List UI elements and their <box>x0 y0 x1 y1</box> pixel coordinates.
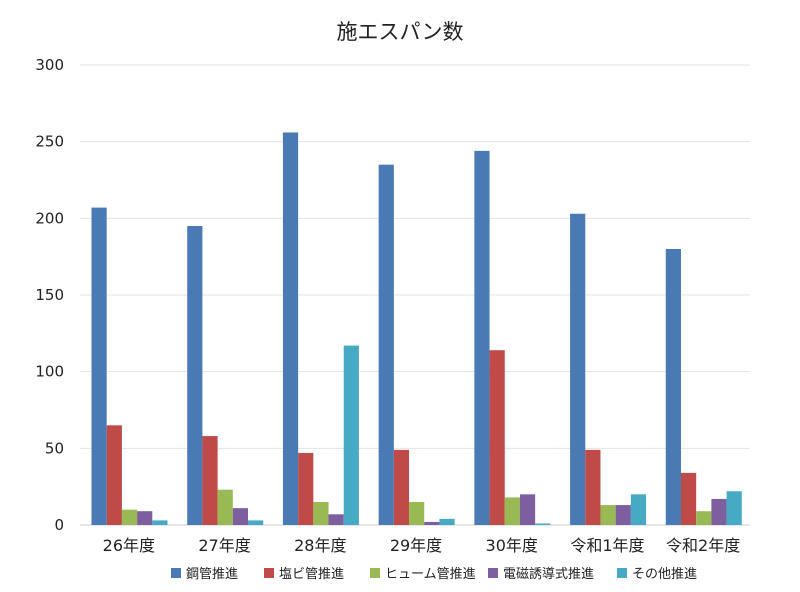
bar <box>600 505 616 525</box>
legend-swatch <box>617 568 627 578</box>
bar <box>217 489 233 525</box>
y-tick-label: 100 <box>35 363 64 381</box>
bar <box>585 449 601 525</box>
bar <box>615 505 631 525</box>
bar <box>680 472 697 525</box>
bar <box>424 521 440 525</box>
bar <box>519 494 536 525</box>
y-axis-ticks: 0 50 100 150 200 250 300 <box>35 56 64 534</box>
bar <box>282 132 299 525</box>
bar <box>535 523 551 525</box>
legend: 鋼管推進 塩ビ管推進 ヒューム管推進 電磁誘導式推進 その他推進 <box>171 567 697 582</box>
bar <box>202 436 218 525</box>
x-tick-label: 26年度 <box>103 536 155 555</box>
bars <box>91 132 742 525</box>
bar <box>504 497 520 525</box>
bar <box>343 345 359 525</box>
legend-swatch <box>488 568 498 578</box>
bar <box>630 494 647 525</box>
legend-swatch <box>264 568 274 578</box>
bar <box>665 249 681 525</box>
bar <box>328 514 344 525</box>
bar <box>489 350 505 525</box>
bar <box>409 502 425 525</box>
x-tick-label: 令和2年度 <box>666 536 740 555</box>
bar <box>298 452 314 525</box>
bar <box>248 520 264 525</box>
bar <box>378 164 394 525</box>
bar <box>439 518 455 525</box>
legend-label: 塩ビ管推進 <box>279 567 344 582</box>
bar <box>91 207 107 525</box>
bar <box>121 509 138 525</box>
bar <box>570 213 586 525</box>
gridlines <box>80 64 750 526</box>
legend-swatch <box>370 568 380 578</box>
y-tick-label: 200 <box>35 209 64 227</box>
y-tick-label: 300 <box>35 56 64 74</box>
x-tick-label: 28年度 <box>294 536 346 555</box>
x-tick-label: 30年度 <box>486 536 538 555</box>
x-tick-label: 27年度 <box>198 536 250 555</box>
legend-swatch <box>171 568 181 578</box>
bar <box>187 226 203 525</box>
x-axis-ticks: 26年度 27年度 28年度 29年度 30年度 令和1年度 令和2年度 <box>103 536 741 555</box>
legend-label: 鋼管推進 <box>186 567 238 582</box>
y-tick-label: 0 <box>54 516 64 534</box>
bar <box>696 511 712 525</box>
y-tick-label: 250 <box>35 133 64 151</box>
bar <box>232 508 249 525</box>
bar <box>726 491 742 525</box>
y-tick-label: 150 <box>35 286 64 304</box>
legend-label: 電磁誘導式推進 <box>503 567 594 582</box>
bar <box>137 511 153 525</box>
bar <box>711 498 727 525</box>
bar <box>106 425 122 525</box>
legend-label: その他推進 <box>632 567 697 582</box>
y-tick-label: 50 <box>45 439 64 457</box>
x-tick-label: 令和1年度 <box>570 536 644 555</box>
bar <box>152 520 168 525</box>
chart-title: 施エスパン数 <box>336 20 463 44</box>
bar <box>474 150 490 525</box>
bar <box>313 502 329 525</box>
bar <box>393 449 410 525</box>
x-tick-label: 29年度 <box>390 536 442 555</box>
legend-label: ヒューム管推進 <box>385 567 476 582</box>
